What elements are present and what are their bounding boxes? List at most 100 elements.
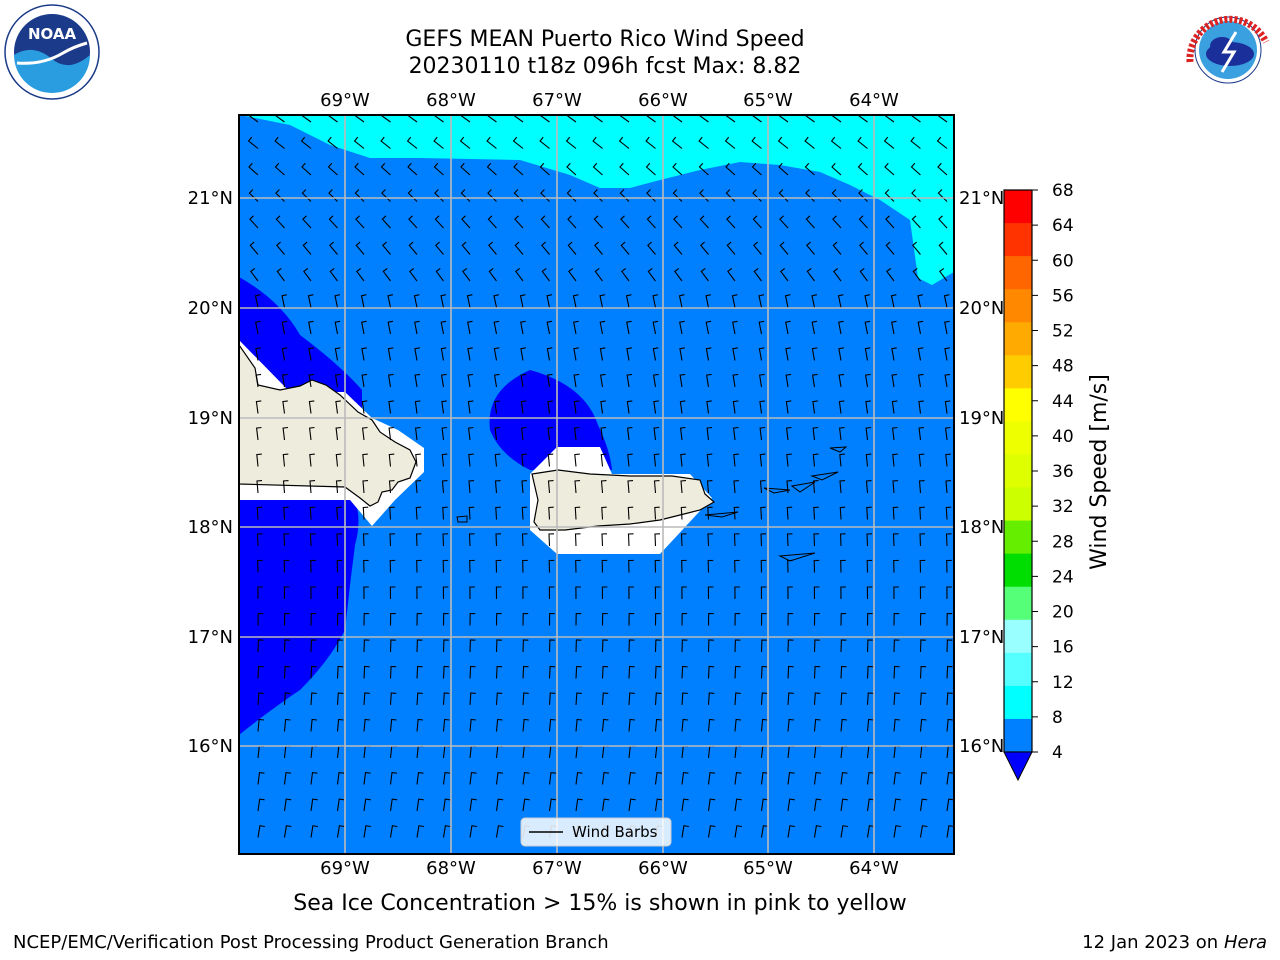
wind-barb (883, 115, 895, 123)
lon-label-top: 69°W (320, 90, 370, 111)
wind-barb (363, 639, 370, 653)
wind-barb (281, 347, 288, 361)
wind-barb (257, 692, 264, 706)
high-wind-region (239, 115, 954, 285)
wind-barb (601, 533, 608, 547)
wind-barb (620, 241, 630, 255)
wind-barb (751, 115, 762, 123)
lat-label-right: 19°N (959, 408, 1004, 429)
wind-barb (406, 115, 418, 123)
wind-barb (813, 586, 820, 600)
wind-barb (813, 825, 822, 838)
wind-barb (706, 480, 713, 494)
colorbar-swatch (1004, 421, 1032, 455)
wind-barb (910, 136, 921, 149)
wind-barb (495, 692, 503, 706)
wind-barb (250, 267, 259, 282)
wind-barb (327, 136, 338, 149)
wind-barb (700, 241, 709, 255)
wind-barb (857, 115, 868, 123)
wind-barb (885, 215, 895, 229)
wind-barb (627, 506, 634, 520)
wind-barb (363, 798, 371, 812)
wind-barb (893, 692, 900, 706)
wind-barb (784, 294, 791, 308)
colorbar-swatch (1004, 586, 1032, 621)
wind-barb (441, 453, 448, 467)
wind-barb (751, 136, 762, 149)
chart-title: GEFS MEAN Puerto Rico Wind Speed (405, 27, 805, 52)
wind-barb (495, 639, 502, 653)
wind-barb (416, 718, 424, 732)
wind-barb (416, 825, 424, 838)
colorbar-tick-label: 40 (1052, 427, 1074, 447)
wind-barb (705, 294, 712, 308)
lat-label-right: 17°N (959, 627, 1004, 648)
wind-barb (469, 639, 476, 653)
colorbar-swatch (1004, 685, 1032, 720)
wind-barb (548, 692, 556, 706)
wind-barb (944, 347, 950, 361)
wind-barb (592, 136, 603, 149)
wind-barb (283, 506, 289, 520)
lat-label-left: 19°N (188, 408, 233, 429)
wind-barb (462, 267, 471, 282)
wind-barb (362, 480, 369, 494)
wind-barb (780, 267, 789, 282)
wind-barb (515, 267, 524, 282)
wind-barb (469, 586, 475, 600)
wind-barb (566, 162, 577, 176)
wind-barb (281, 294, 288, 308)
wind-barb (573, 320, 579, 335)
colorbar-swatch (1004, 520, 1032, 555)
wind-barb (893, 825, 901, 838)
wind-barb (628, 559, 634, 573)
wind-barb (336, 825, 345, 838)
wind-barb (671, 115, 683, 123)
wind-barb (416, 665, 423, 679)
wind-barb (300, 115, 312, 123)
wind-barb (858, 215, 868, 229)
wind-barb (363, 692, 370, 706)
wind-barb (628, 586, 634, 600)
wind-barb (864, 294, 871, 308)
wind-barb (495, 718, 503, 732)
wind-barb (626, 320, 632, 335)
wind-barb (673, 241, 683, 255)
wind-barb (838, 347, 844, 361)
wind-barb (726, 241, 736, 255)
wind-barb (548, 771, 557, 785)
wind-barb (575, 586, 581, 600)
wind-barb (414, 320, 420, 335)
wind-barb (255, 320, 261, 335)
colorbar-tick-label: 52 (1052, 322, 1074, 342)
wind-barb (919, 798, 928, 812)
wind-barb (787, 798, 795, 812)
wind-barb (548, 718, 556, 732)
wind-barb (573, 400, 580, 414)
lon-label-bottom: 68°W (426, 858, 476, 879)
wind-barb (310, 718, 318, 732)
lat-label-right: 18°N (959, 517, 1004, 538)
wind-barb (618, 136, 630, 149)
wind-barb (839, 506, 846, 520)
lon-label-top: 68°W (426, 90, 476, 111)
wind-barb (335, 453, 342, 467)
wind-barb (493, 373, 500, 388)
wind-barb (654, 665, 662, 679)
wind-barb (600, 480, 607, 494)
lon-label-bottom: 65°W (743, 858, 793, 879)
wind-barb (945, 453, 951, 467)
wind-barb (760, 612, 767, 626)
wind-barb (303, 267, 312, 282)
wind-barb (943, 294, 950, 308)
wind-barb (336, 798, 345, 812)
wind-barb (255, 426, 262, 441)
wind-barb (522, 718, 530, 732)
wind-barb (654, 612, 661, 626)
wind-barb (283, 771, 292, 785)
map-field (239, 115, 954, 854)
wind-barb (890, 294, 897, 308)
wind-barb (493, 347, 500, 361)
wind-barb (361, 373, 368, 388)
